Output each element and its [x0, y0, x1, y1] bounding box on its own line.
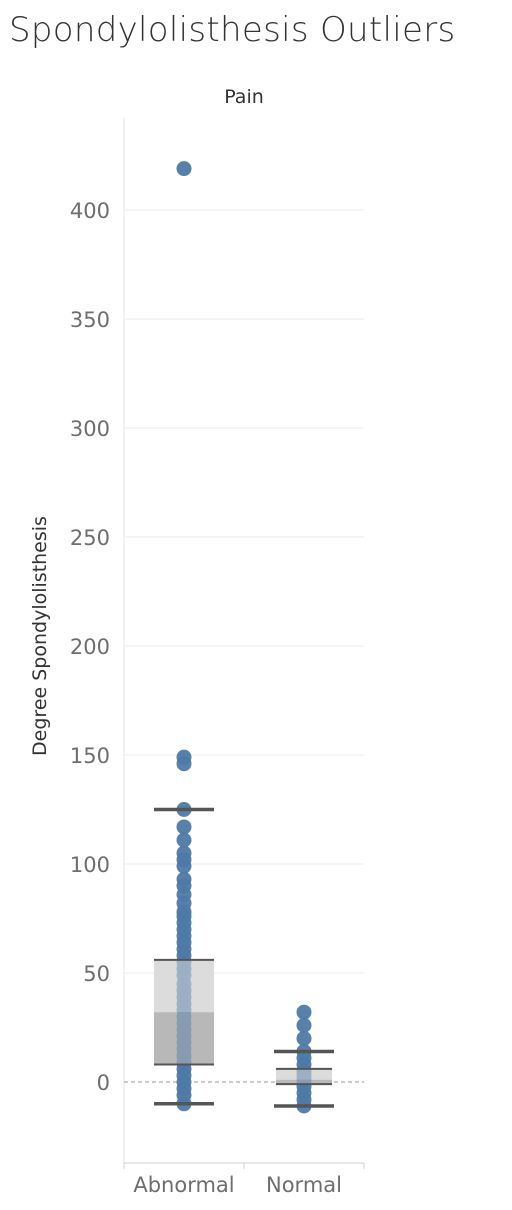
y-tick-label: 0 — [97, 1071, 110, 1095]
y-tick-label: 50 — [83, 962, 110, 986]
box-lower-overlay — [276, 1079, 332, 1085]
data-point — [296, 1004, 312, 1020]
box-upper-overlay — [154, 959, 214, 1013]
panel-header: Pain — [224, 86, 264, 108]
box-lower-overlay — [154, 1012, 214, 1065]
y-tick-label: 300 — [70, 417, 110, 441]
y-tick-label: 200 — [70, 635, 110, 659]
box-upper-overlay — [276, 1068, 332, 1080]
y-tick-label: 100 — [70, 853, 110, 877]
data-point — [176, 858, 192, 874]
data-point — [296, 1017, 312, 1033]
data-point — [176, 756, 192, 772]
x-category-label: Abnormal — [133, 1173, 234, 1197]
y-tick-label: 250 — [70, 526, 110, 550]
chart-title: Spondylolisthesis Outliers — [9, 10, 456, 50]
x-category-label: Normal — [266, 1173, 342, 1197]
y-tick-label: 350 — [70, 308, 110, 332]
data-point — [176, 161, 192, 177]
y-tick-label: 150 — [70, 744, 110, 768]
data-point — [176, 819, 192, 835]
data-point — [296, 1030, 312, 1046]
data-point — [176, 832, 192, 848]
y-tick-label: 400 — [70, 199, 110, 223]
